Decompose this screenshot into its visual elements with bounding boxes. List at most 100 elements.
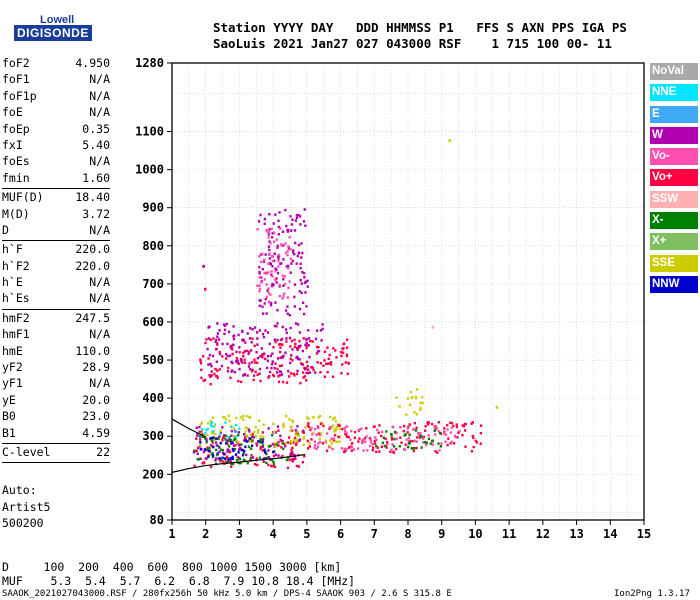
echo-point — [303, 375, 306, 378]
echo-point — [221, 456, 224, 460]
echo-point — [224, 438, 227, 441]
echo-point — [415, 413, 419, 416]
echo-point — [393, 437, 396, 441]
echo-point — [287, 229, 290, 232]
echo-point — [358, 428, 361, 431]
echo-point — [255, 350, 258, 354]
echo-point — [268, 445, 271, 448]
echo-point — [434, 433, 437, 436]
echo-point — [427, 421, 431, 424]
echo-point — [284, 444, 287, 448]
echo-point — [295, 213, 298, 217]
echo-point — [239, 461, 242, 465]
echo-point — [204, 287, 207, 291]
echo-point — [337, 435, 340, 439]
echo-point — [254, 434, 258, 438]
param-name: foEp — [2, 121, 30, 136]
echo-point — [264, 297, 267, 301]
echo-point — [315, 329, 319, 332]
echo-point — [211, 416, 215, 419]
echo-point — [316, 361, 319, 364]
x-tick-label: 4 — [270, 527, 277, 541]
echo-point — [305, 346, 308, 350]
echo-point — [224, 434, 228, 438]
echo-point — [201, 428, 204, 431]
echo-point — [217, 444, 220, 448]
echo-point — [232, 449, 235, 453]
echo-point — [234, 443, 237, 447]
echo-point — [260, 276, 263, 279]
echo-point — [273, 338, 276, 341]
echo-point — [242, 351, 245, 355]
echo-point — [272, 442, 275, 446]
echo-point — [313, 440, 316, 443]
echo-point — [210, 364, 213, 368]
echo-point — [406, 397, 409, 400]
echo-point — [319, 414, 322, 418]
x-tick-label: 6 — [337, 527, 344, 541]
echo-point — [226, 448, 229, 451]
param-row: yE 20.0 — [2, 393, 110, 409]
echo-point — [293, 338, 296, 342]
echo-point — [238, 351, 241, 354]
echo-point — [227, 436, 230, 439]
echo-point — [225, 357, 228, 360]
echo-point — [373, 439, 376, 443]
echo-point — [246, 461, 249, 465]
echo-point — [361, 438, 365, 441]
echo-point — [316, 425, 319, 428]
echo-point — [282, 277, 285, 281]
echo-point — [269, 458, 272, 461]
echo-point — [209, 382, 212, 386]
echo-point — [288, 280, 291, 283]
echo-point — [267, 463, 270, 467]
echo-point — [263, 271, 266, 275]
echo-point — [193, 464, 196, 468]
echo-point — [263, 217, 266, 221]
echo-point — [223, 328, 227, 332]
echo-point — [308, 441, 311, 445]
echo-point — [247, 445, 251, 448]
echo-point — [196, 433, 199, 436]
echo-point — [285, 337, 288, 340]
echo-point — [267, 427, 270, 430]
echo-point — [281, 343, 284, 346]
echo-point — [227, 445, 231, 448]
echo-point — [278, 343, 281, 346]
echo-point — [262, 312, 265, 315]
param-name: yF2 — [2, 360, 23, 375]
x-tick-label: 3 — [236, 527, 243, 541]
echo-point — [302, 301, 305, 304]
echo-point — [291, 452, 294, 456]
echo-point — [271, 352, 274, 355]
echo-point — [373, 442, 377, 445]
param-value: 220.0 — [75, 242, 110, 257]
echo-point — [300, 362, 303, 365]
echo-point — [216, 332, 219, 335]
echo-point — [344, 361, 347, 364]
echo-point — [335, 427, 338, 431]
echo-point — [276, 367, 279, 371]
echo-point — [301, 371, 305, 374]
echo-point — [438, 431, 442, 435]
echo-point — [284, 351, 287, 354]
echo-point — [261, 441, 264, 444]
echo-point — [287, 264, 290, 268]
echo-point — [208, 373, 211, 377]
param-row: MUF(D) 18.40 — [2, 190, 110, 206]
echo-point — [288, 236, 291, 239]
echo-point — [409, 390, 412, 394]
echo-point — [273, 366, 276, 370]
echo-point — [264, 329, 267, 332]
echo-point — [252, 374, 256, 377]
echo-point — [235, 430, 238, 434]
echo-point — [286, 305, 289, 308]
echo-point — [241, 454, 245, 457]
param-row: h`Es N/A — [2, 291, 110, 307]
echo-point — [223, 332, 226, 336]
echo-point — [274, 301, 277, 304]
x-tick-label: 15 — [637, 527, 651, 541]
echo-point — [250, 454, 253, 457]
echo-point — [304, 224, 307, 227]
echo-point — [246, 332, 249, 335]
